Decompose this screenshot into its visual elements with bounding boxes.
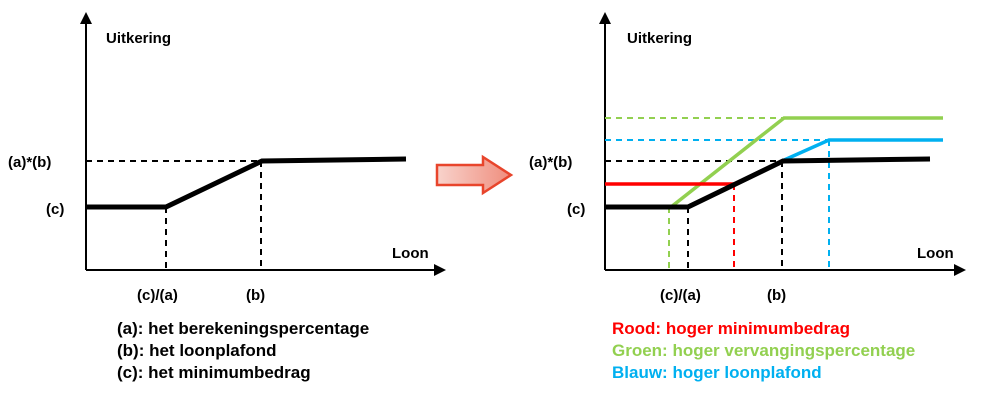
- legend-item-c: (c): het minimumbedrag: [117, 363, 311, 382]
- right-benefit-line: [605, 156, 931, 210]
- left-benefit-line: [86, 156, 407, 210]
- legend-item-b: (b): het loonplafond: [117, 341, 277, 360]
- green-benefit-line: [669, 116, 943, 209]
- transition-arrow-icon: [435, 154, 514, 196]
- left-legend: (a): het berekeningspercentage (b): het …: [117, 318, 369, 384]
- legend-item-green: Groen: hoger vervangingspercentage: [612, 341, 916, 360]
- right-x-axis-label: Loon: [917, 245, 954, 262]
- right-y-tick-bottom: (c): [567, 201, 585, 218]
- left-y-tick-bottom: (c): [46, 201, 64, 218]
- left-diagram: Uitkering Loon (a)*(b) (c) (c)/(a) (b): [8, 12, 446, 304]
- blue-benefit-line: [781, 138, 943, 163]
- right-y-tick-top: (a)*(b): [529, 154, 572, 171]
- legend-item-a: (a): het berekeningspercentage: [117, 319, 370, 338]
- left-y-tick-top: (a)*(b): [8, 154, 51, 171]
- left-x-tick-left: (c)/(a): [137, 287, 178, 304]
- right-y-axis-label: Uitkering: [627, 30, 692, 47]
- right-legend: Rood: hoger minimumbedrag Groen: hoger v…: [612, 318, 915, 384]
- left-x-axis-label: Loon: [392, 245, 429, 262]
- right-diagram: Uitkering Loon (a)*(b) (c) (c)/(a) (b): [529, 12, 966, 304]
- right-x-tick-left: (c)/(a): [660, 287, 701, 304]
- right-x-tick-right: (b): [767, 287, 786, 304]
- legend-item-red: Rood: hoger minimumbedrag: [612, 319, 850, 338]
- legend-item-blue: Blauw: hoger loonplafond: [612, 363, 822, 382]
- left-y-axis-label: Uitkering: [106, 30, 171, 47]
- left-x-tick-right: (b): [246, 287, 265, 304]
